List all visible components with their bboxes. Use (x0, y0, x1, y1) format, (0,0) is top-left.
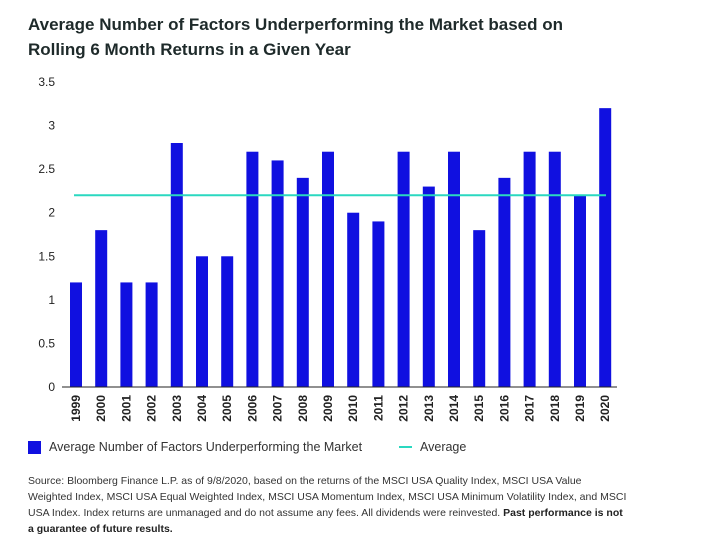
x-tick-label: 2001 (119, 395, 133, 422)
bar (70, 282, 82, 387)
y-tick-label: 2 (48, 206, 55, 220)
bar (548, 151, 561, 387)
chart-title-line-2: Rolling 6 Month Returns in a Given Year (28, 40, 351, 59)
x-tick-label: 2005 (220, 395, 234, 422)
bar (170, 143, 183, 387)
y-tick-label: 1.5 (38, 249, 55, 263)
bar (473, 230, 486, 387)
x-tick-label: 2019 (573, 395, 587, 422)
bar (397, 151, 410, 387)
y-tick-label: 0 (48, 380, 55, 394)
legend-item-average: Average (399, 440, 466, 454)
x-tick-label: 1999 (69, 395, 83, 422)
chart-title-line-1: Average Number of Factors Underperformin… (28, 15, 563, 34)
legend-average-label: Average (420, 440, 467, 454)
y-tick-label: 3.5 (38, 75, 55, 89)
x-tick-label: 2011 (371, 395, 385, 421)
x-tick-label: 2007 (271, 395, 285, 422)
y-tick-label: 2.5 (38, 162, 55, 176)
footnote-disclaimer: Past performance is not a guarantee of f… (28, 507, 623, 535)
x-tick-label: 2012 (397, 395, 411, 422)
x-tick-label: 2017 (523, 395, 537, 422)
x-tick-label: 2004 (195, 395, 209, 422)
bar (347, 212, 360, 387)
bar (120, 282, 133, 387)
bar (196, 256, 208, 387)
y-tick-label: 0.5 (38, 336, 55, 350)
x-tick-label: 2015 (472, 395, 486, 422)
x-tick-label: 2016 (497, 395, 511, 422)
chart-title: Average Number of Factors Underperformin… (28, 12, 688, 62)
bar (322, 151, 334, 387)
bar (574, 195, 586, 387)
legend-bar-swatch (28, 440, 41, 454)
x-tick-label: 2014 (447, 395, 461, 422)
legend-bar-label: Average Number of Factors Underperformin… (49, 440, 363, 454)
bar (498, 177, 511, 387)
bar (145, 282, 158, 387)
bar (246, 151, 259, 387)
x-tick-label: 2018 (548, 395, 562, 422)
bar (422, 186, 435, 387)
x-tick-label: 2009 (321, 395, 335, 422)
y-tick-label: 3 (48, 119, 55, 133)
footnote-text: Source: Bloomberg Finance L.P. as of 9/8… (28, 475, 627, 519)
y-tick-label: 1 (48, 293, 55, 307)
bar (523, 151, 536, 387)
x-tick-label: 2008 (296, 395, 310, 422)
y-axis-ticks: 0 0.5 1 1.5 2 2.5 3 3.5 (38, 75, 55, 394)
x-tick-label: 2003 (170, 395, 184, 422)
bar-chart: 0 0.5 1 1.5 2 2.5 3 3.5 1999 2000 2001 2002 2003 200… (38, 75, 617, 422)
bar (296, 177, 309, 387)
bar (372, 221, 385, 387)
x-tick-label: 2002 (145, 395, 159, 422)
x-tick-label: 2013 (422, 395, 436, 422)
x-tick-label: 2020 (598, 395, 612, 422)
bars (70, 108, 612, 388)
x-tick-label: 2000 (94, 395, 108, 422)
source-footnote: Source: Bloomberg Finance L.P. as of 9/8… (28, 473, 628, 537)
x-tick-label: 2010 (346, 395, 360, 422)
x-axis-labels: 1999 2000 2001 2002 2003 2004 2005 2006 2007 2008… (69, 395, 612, 422)
bar (599, 108, 612, 388)
bar (271, 160, 284, 387)
bar (221, 256, 234, 387)
legend-average-swatch (399, 446, 412, 448)
bar (95, 230, 108, 387)
x-tick-label: 2006 (245, 395, 259, 422)
legend-item-bars: Average Number of Factors Underperformin… (28, 440, 362, 454)
legend: Average Number of Factors Underperformin… (28, 440, 708, 458)
bar (448, 151, 460, 387)
